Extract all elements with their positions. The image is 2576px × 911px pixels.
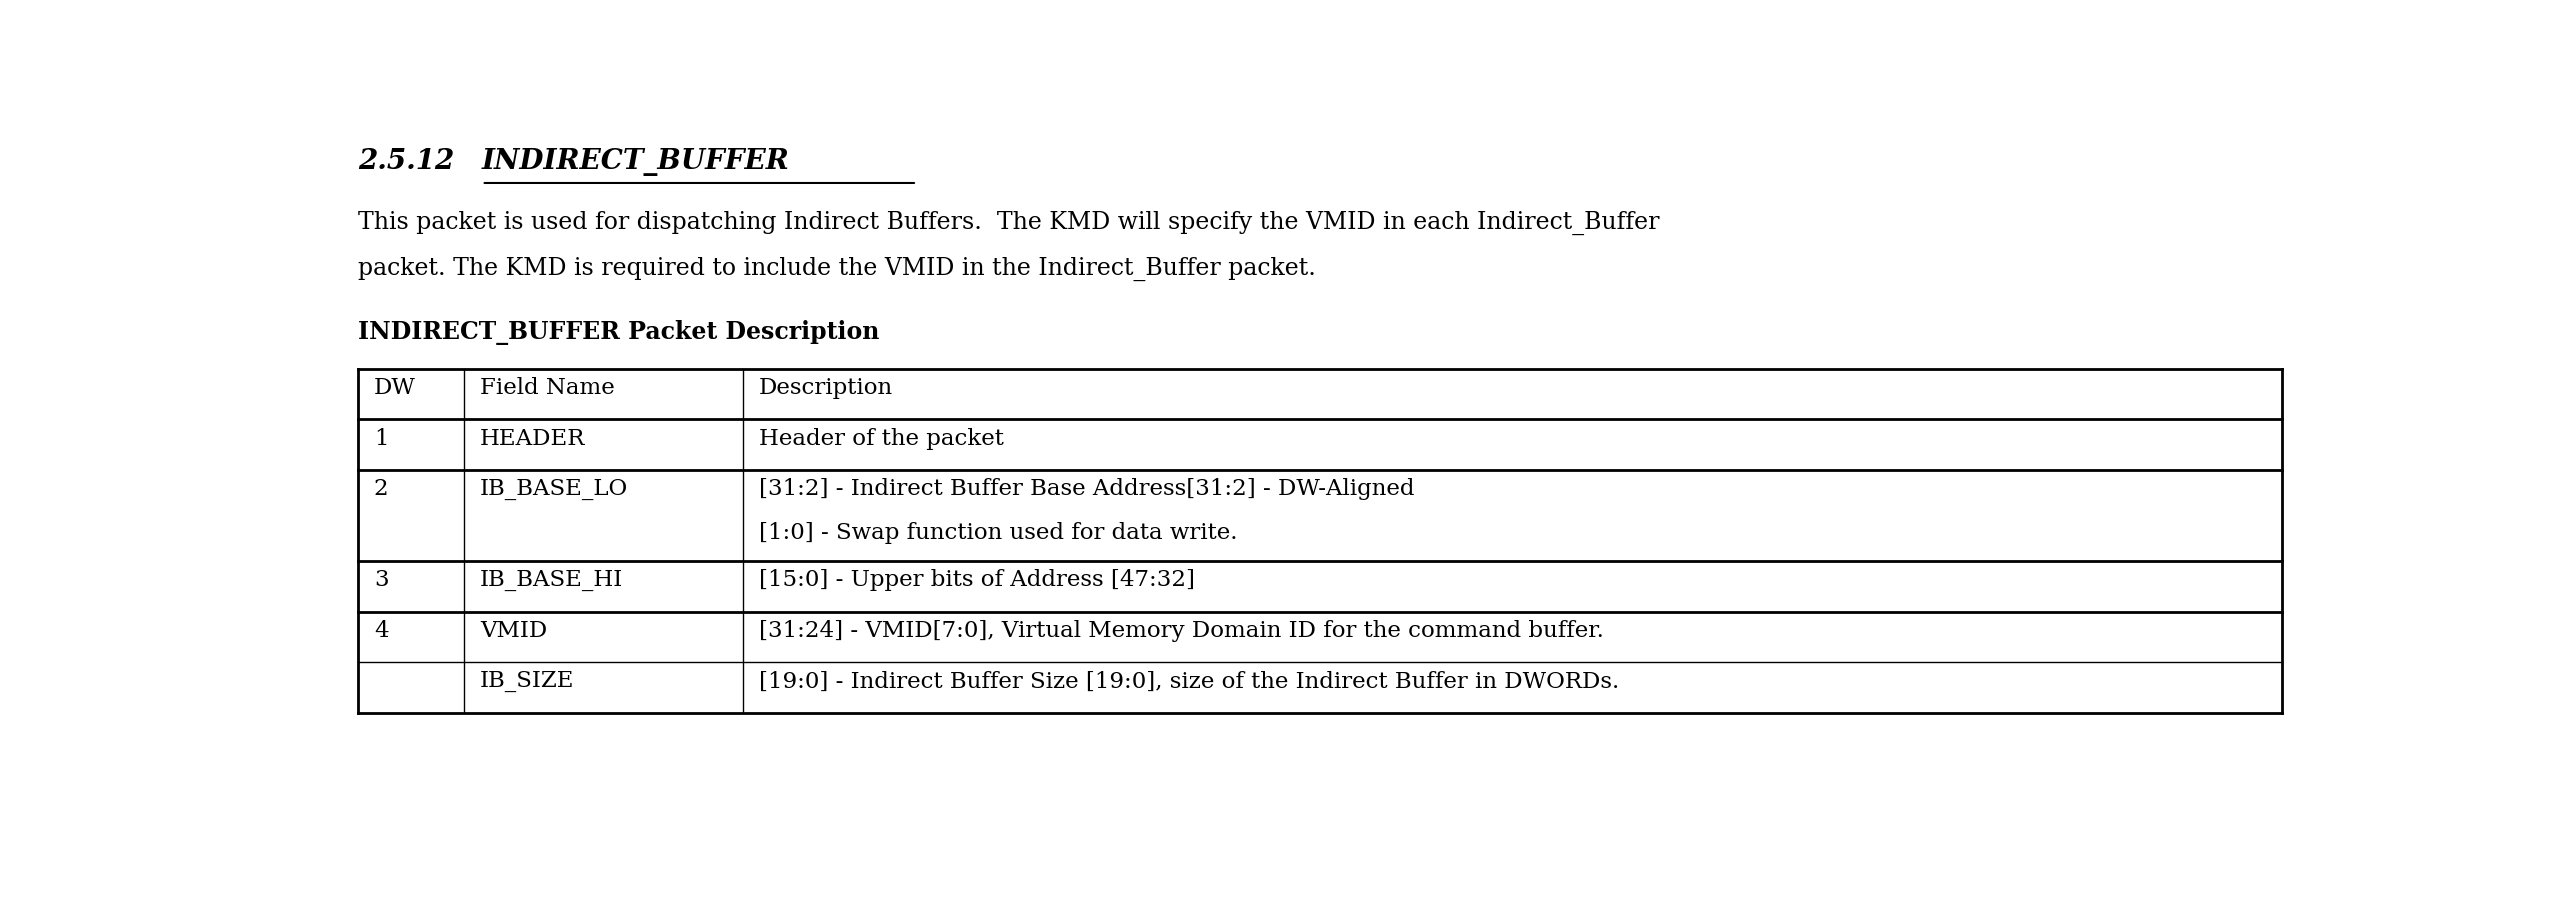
Text: [31:2] - Indirect Buffer Base Address[31:2] - DW-Aligned: [31:2] - Indirect Buffer Base Address[31… <box>760 478 1414 500</box>
Text: 2.5.12: 2.5.12 <box>358 148 453 175</box>
Text: INDIRECT_BUFFER: INDIRECT_BUFFER <box>482 148 791 176</box>
Text: Header of the packet: Header of the packet <box>760 428 1005 450</box>
Text: 3: 3 <box>374 569 389 591</box>
Text: INDIRECT_BUFFER Packet Description: INDIRECT_BUFFER Packet Description <box>358 320 878 344</box>
Text: Field Name: Field Name <box>479 377 616 399</box>
Text: [31:24] - VMID[7:0], Virtual Memory Domain ID for the command buffer.: [31:24] - VMID[7:0], Virtual Memory Doma… <box>760 620 1605 642</box>
Text: IB_SIZE: IB_SIZE <box>479 670 574 692</box>
Text: HEADER: HEADER <box>479 428 585 450</box>
Text: This packet is used for dispatching Indirect Buffers.  The KMD will specify the : This packet is used for dispatching Indi… <box>358 211 1659 235</box>
Text: IB_BASE_HI: IB_BASE_HI <box>479 569 623 591</box>
Text: [19:0] - Indirect Buffer Size [19:0], size of the Indirect Buffer in DWORDs.: [19:0] - Indirect Buffer Size [19:0], si… <box>760 670 1620 692</box>
Text: IB_BASE_LO: IB_BASE_LO <box>479 478 629 500</box>
Text: 1: 1 <box>374 428 389 450</box>
Text: [1:0] - Swap function used for data write.: [1:0] - Swap function used for data writ… <box>760 522 1236 544</box>
Text: 4: 4 <box>374 620 389 642</box>
Text: 2: 2 <box>374 478 389 500</box>
Text: DW: DW <box>374 377 415 399</box>
Text: Description: Description <box>760 377 894 399</box>
Text: VMID: VMID <box>479 620 546 642</box>
Text: [15:0] - Upper bits of Address [47:32]: [15:0] - Upper bits of Address [47:32] <box>760 569 1195 591</box>
Text: packet. The KMD is required to include the VMID in the Indirect_Buffer packet.: packet. The KMD is required to include t… <box>358 257 1316 281</box>
